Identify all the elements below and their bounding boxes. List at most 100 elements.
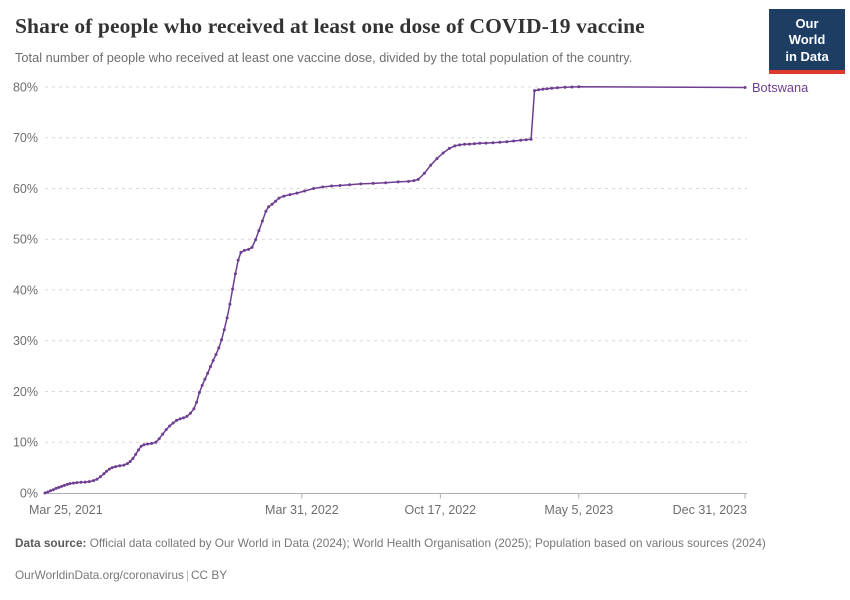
data-point[interactable] [472,142,476,146]
data-point[interactable] [139,444,143,448]
data-point[interactable] [62,483,66,487]
data-point[interactable] [75,481,79,485]
data-point[interactable] [330,184,334,188]
data-point[interactable] [164,428,168,432]
data-point[interactable] [102,472,106,476]
data-point[interactable] [550,86,554,90]
data-point[interactable] [122,463,126,467]
data-point[interactable] [412,179,416,183]
data-point[interactable] [157,437,161,441]
data-point[interactable] [267,205,271,209]
footer-link-url[interactable]: OurWorldinData.org/coronavirus [15,568,184,582]
series-end-label[interactable]: Botswana [752,80,809,95]
data-point[interactable] [214,353,218,356]
data-point[interactable] [463,142,467,146]
data-point[interactable] [185,414,189,418]
data-point[interactable] [43,491,47,495]
data-point[interactable] [371,181,375,185]
data-point[interactable] [92,479,95,483]
data-point[interactable] [168,424,172,428]
data-point[interactable] [142,443,146,447]
data-point[interactable] [192,407,196,411]
data-point[interactable] [541,87,545,91]
data-point[interactable] [512,139,516,143]
data-point[interactable] [416,177,420,181]
data-point[interactable] [312,187,316,190]
data-point[interactable] [134,452,138,456]
data-point[interactable] [188,411,192,415]
data-point[interactable] [195,400,199,404]
data-point[interactable] [250,245,254,249]
data-point[interactable] [161,432,165,436]
data-point[interactable] [303,189,307,193]
data-point[interactable] [51,488,55,492]
data-point[interactable] [125,462,129,466]
data-point[interactable] [175,418,179,422]
data-point[interactable] [447,146,451,150]
data-point[interactable] [288,193,292,197]
data-point[interactable] [524,138,528,142]
plot-area[interactable]: 0% 10% 20% 30% 40% 50% 60% 70% 80% Mar 25, 2021 Ma… [0,0,850,530]
data-point[interactable] [154,440,158,444]
data-point[interactable] [71,481,75,485]
data-point[interactable] [260,219,264,223]
data-point[interactable] [83,480,87,484]
data-point[interactable] [422,171,426,175]
data-point[interactable] [57,485,61,489]
data-point[interactable] [407,179,410,183]
data-point[interactable] [441,151,445,155]
data-point[interactable] [150,442,154,445]
data-point[interactable] [118,464,122,468]
data-point[interactable] [110,466,114,470]
data-point[interactable] [264,209,268,213]
data-point[interactable] [220,338,224,342]
data-point[interactable] [743,86,747,89]
data-point[interactable] [277,196,281,200]
data-point[interactable] [225,316,229,320]
data-point[interactable] [498,140,502,144]
data-point[interactable] [348,183,352,187]
data-point[interactable] [128,460,132,463]
data-point[interactable] [49,489,52,493]
data-point[interactable] [178,417,182,421]
data-point[interactable] [197,391,201,394]
data-point[interactable] [429,163,433,167]
data-point[interactable] [200,383,204,387]
data-point[interactable] [87,480,91,484]
data-point[interactable] [555,86,559,90]
data-point[interactable] [182,416,185,420]
data-point[interactable] [222,328,226,332]
data-point[interactable] [478,141,482,145]
data-point[interactable] [435,157,439,161]
data-point[interactable] [114,465,118,469]
data-point[interactable] [359,182,363,186]
owid-logo[interactable]: Our World in Data [769,9,845,74]
data-point[interactable] [396,180,400,184]
data-point[interactable] [505,140,509,144]
data-point[interactable] [239,250,243,254]
data-point[interactable] [563,85,567,89]
data-point[interactable] [533,89,536,93]
data-point[interactable] [484,141,488,145]
data-point[interactable] [65,482,69,486]
data-point[interactable] [242,248,246,252]
data-point[interactable] [295,191,299,195]
data-point[interactable] [107,467,111,471]
data-point[interactable] [98,475,102,479]
footer-license-link[interactable]: CC BY [191,568,228,582]
data-point[interactable] [467,142,471,146]
data-point[interactable] [545,87,549,91]
data-point[interactable] [228,302,232,306]
data-point[interactable] [491,141,495,145]
data-point[interactable] [282,194,286,198]
data-point[interactable] [274,199,278,203]
data-point[interactable] [570,85,574,89]
data-point[interactable] [270,202,274,206]
data-point[interactable] [453,144,457,148]
data-point[interactable] [206,371,210,375]
data-point[interactable] [60,484,64,488]
data-point[interactable] [458,143,462,147]
data-point[interactable] [529,137,533,141]
data-point[interactable] [321,185,325,189]
data-point[interactable] [146,442,149,446]
